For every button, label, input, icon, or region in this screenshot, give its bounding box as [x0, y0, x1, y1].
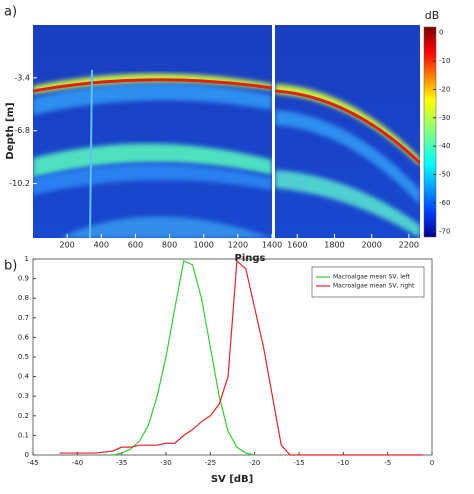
x-tick-label: 1200: [228, 241, 248, 250]
x-tick-label: -40: [72, 459, 83, 467]
colorbar-tick-label: 0: [439, 29, 443, 37]
y-tick-label: 0.8: [18, 294, 29, 302]
colorbar-title: dB: [425, 9, 440, 22]
colorbar-tick-label: -20: [439, 85, 450, 93]
colorbar-tick-label: -60: [439, 199, 450, 207]
x-axis-label: SV [dB]: [211, 474, 253, 485]
series-line: [112, 260, 255, 456]
y-tick-label: 0.5: [18, 353, 29, 361]
x-tick-label: -30: [160, 459, 171, 467]
y-tick-label: 0.2: [18, 412, 29, 420]
x-tick-label: 1600: [287, 241, 307, 250]
y-tick-label: -10.2: [9, 179, 30, 188]
x-tick-label: -10: [338, 459, 349, 467]
x-tick-label: 2200: [399, 241, 419, 250]
x-tick-label: 1000: [194, 241, 214, 250]
y-tick-label: 0.4: [18, 373, 30, 381]
y-tick-label: 1: [25, 255, 29, 263]
colorbar-tick-label: -50: [439, 171, 450, 179]
panel-label: a): [4, 5, 17, 20]
colorbar: [423, 26, 437, 238]
y-tick-label: 0.6: [18, 333, 30, 341]
colorbar-tick-label: -70: [439, 227, 450, 235]
x-tick-label: -25: [205, 459, 216, 467]
colorbar-tick-label: -10: [439, 57, 450, 65]
x-axis-label: Pings: [235, 253, 266, 264]
y-tick-label: 0: [25, 451, 29, 459]
echogram-right: [275, 25, 420, 238]
y-tick-label: 0.3: [18, 392, 29, 400]
series-line: [59, 259, 424, 456]
x-tick-label: 1400: [262, 241, 282, 250]
x-tick-label: 800: [162, 241, 177, 250]
y-tick-label: -3.4: [14, 73, 30, 82]
colorbar-tick-label: -30: [439, 114, 450, 122]
legend-label: Macroalgae mean SV, left: [333, 274, 411, 281]
x-tick-label: -20: [249, 459, 260, 467]
colorbar-tick-label: -40: [439, 142, 450, 150]
x-tick-label: 1800: [324, 241, 344, 250]
x-tick-label: -35: [116, 459, 127, 467]
x-tick-label: 0: [430, 459, 434, 467]
y-tick-label: -6.8: [14, 126, 30, 135]
panel-label: b): [4, 259, 17, 274]
x-tick-label: -5: [384, 459, 391, 467]
x-tick-label: 400: [94, 241, 109, 250]
legend-label: Macroalgae mean SV, right: [333, 283, 415, 290]
y-tick-label: 0.9: [18, 275, 29, 283]
y-tick-label: 0.7: [18, 314, 29, 322]
echogram-left: [33, 25, 272, 238]
x-tick-label: 200: [60, 241, 75, 250]
y-tick-label: 0.1: [18, 431, 29, 439]
x-tick-label: 2000: [361, 241, 381, 250]
legend-box: [311, 266, 425, 298]
y-axis-label: Depth [m]: [5, 102, 16, 159]
x-tick-label: -45: [27, 459, 38, 467]
x-tick-label: 600: [128, 241, 143, 250]
x-tick-label: -15: [293, 459, 304, 467]
